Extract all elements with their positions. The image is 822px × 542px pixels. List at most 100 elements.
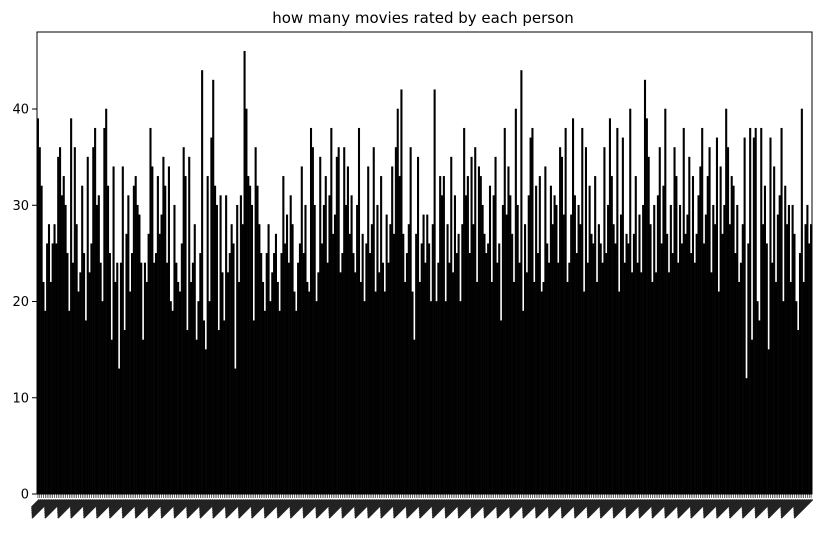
x-tick-label-160 [315,499,335,519]
bar-340 [664,108,667,495]
x-tick-label-92 [199,499,210,510]
x-tick-label-8 [44,499,55,510]
bar-203 [411,291,414,495]
x-tick-label-364 [702,499,712,508]
bar-363 [706,176,709,495]
x-tick-label-271 [522,499,540,517]
x-tick-label-342 [651,499,671,519]
bar-292 [575,253,578,495]
x-tick-label-382 [729,499,745,515]
bar-102 [225,195,228,495]
bar-58 [143,262,146,495]
x-tick-label-87 [186,499,201,514]
bar-10 [55,243,58,495]
x-tick-label-241 [470,499,485,514]
bar-386 [749,127,752,495]
x-tick-label-355 [677,499,695,517]
x-tick-label-266 [521,499,531,508]
bar-169 [348,233,351,495]
bar-246 [490,281,493,495]
x-tick-label-89 [186,499,204,517]
bar-309 [607,204,610,495]
bar-314 [616,127,619,495]
x-tick-label-145 [289,499,308,517]
bar-24 [81,185,84,495]
x-tick-label-250 [483,499,502,517]
x-tick-label-140 [289,499,299,508]
x-tick-label-402 [767,499,782,514]
x-tick-label-401 [767,499,780,512]
bar-385 [747,243,750,495]
bar-208 [420,243,423,495]
bar-94 [210,137,213,495]
bar-366 [712,204,715,495]
x-tick-label-70 [160,499,169,508]
bar-55 [138,214,141,495]
bar-365 [710,272,713,495]
y-tick-label-0: 0 [21,488,29,503]
x-tick-label-284 [548,499,564,515]
chart-title: how many movies rated by each person [272,9,574,27]
bar-384 [745,378,748,495]
x-tick-label-146 [290,499,310,519]
bar-272 [538,176,541,495]
bar-69 [164,185,167,495]
bar-114 [247,176,250,495]
x-tick-label-188 [367,499,387,519]
bar-261 [518,262,521,495]
x-tick-label-332 [638,499,653,514]
bar-85 [193,224,196,495]
x-tick-label-283 [548,499,562,514]
x-tick-label-353 [677,499,692,514]
bar-413 [798,253,802,495]
x-tick-label-334 [638,499,657,517]
x-tick-label-128 [263,499,276,512]
x-tick-label-418 [793,499,812,517]
x-tick-label-259 [509,499,518,508]
bar-20 [73,147,76,495]
x-tick-label-331 [638,499,651,512]
x-tick-label-277 [535,499,551,515]
x-tick-label-103 [212,499,230,517]
x-tick-label-138 [277,499,295,517]
bar-304 [597,224,600,495]
bar-276 [546,243,549,495]
bar-343 [669,204,672,495]
bar-306 [601,262,604,495]
x-tick-label-135 [276,499,289,512]
x-tick-label-203 [405,499,415,508]
bar-280 [553,195,556,495]
bar-137 [289,195,292,495]
x-tick-label-153 [302,499,323,519]
x-tick-label-19 [57,499,75,517]
bar-44 [118,368,121,495]
x-tick-label-202 [393,499,413,519]
x-tick-label-168 [341,499,350,508]
x-tick-label-72 [160,499,173,512]
x-tick-label-156 [315,499,328,512]
x-tick-label-236 [457,499,476,517]
x-tick-label-98 [211,499,221,508]
x-tick-label-51 [121,499,134,512]
bar-152 [317,272,320,495]
bar-378 [734,253,737,495]
bar-379 [736,204,739,495]
bar-67 [160,214,163,495]
x-tick-label-220 [431,499,446,514]
bar-140 [295,310,298,495]
x-tick-label-269 [522,499,537,514]
x-tick-label-101 [212,499,227,514]
bar-56 [140,262,143,495]
bar-95 [212,79,215,495]
x-tick-label-42 [108,499,118,508]
x-tick-label-240 [470,499,483,512]
x-tick-label-221 [431,499,448,515]
bar-50 [129,291,132,495]
bar-52 [132,185,135,495]
x-tick-label-76 [160,499,180,519]
bar-13 [60,195,63,495]
bar-235 [470,156,473,495]
bar-404 [782,301,785,495]
bar-308 [605,253,608,495]
x-tick-label-404 [767,499,786,517]
